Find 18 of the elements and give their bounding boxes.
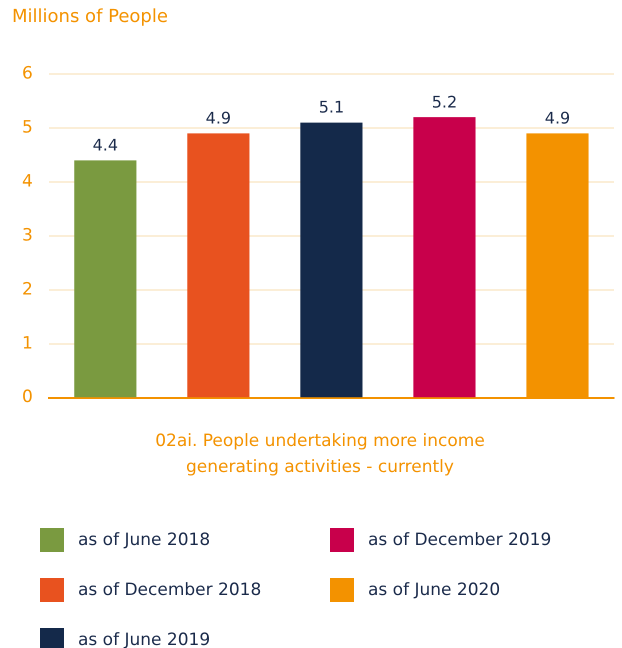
y-tick-label: 1	[22, 333, 33, 354]
legend-label: as of June 2020	[368, 580, 500, 600]
data-label: 5.2	[432, 92, 458, 112]
data-label: 4.4	[92, 136, 118, 155]
y-axis-title: Millions of People	[12, 6, 168, 27]
data-label: 4.9	[206, 108, 232, 128]
legend-label: as of December 2018	[78, 580, 262, 600]
y-tick-label: 5	[22, 117, 33, 138]
y-tick-label: 4	[22, 171, 33, 192]
data-label: 5.1	[318, 98, 344, 117]
legend-label: as of June 2018	[78, 530, 210, 550]
y-tick-label: 6	[22, 63, 33, 84]
y-tick-label: 2	[22, 279, 33, 300]
data-label: 4.9	[544, 108, 570, 128]
x-axis-title: 02ai. People undertaking more income generating activities - currently	[154, 430, 486, 479]
y-tick-label: 3	[22, 225, 33, 246]
legend-label: as of December 2019	[368, 530, 552, 550]
y-tick-label: 0	[22, 387, 33, 408]
